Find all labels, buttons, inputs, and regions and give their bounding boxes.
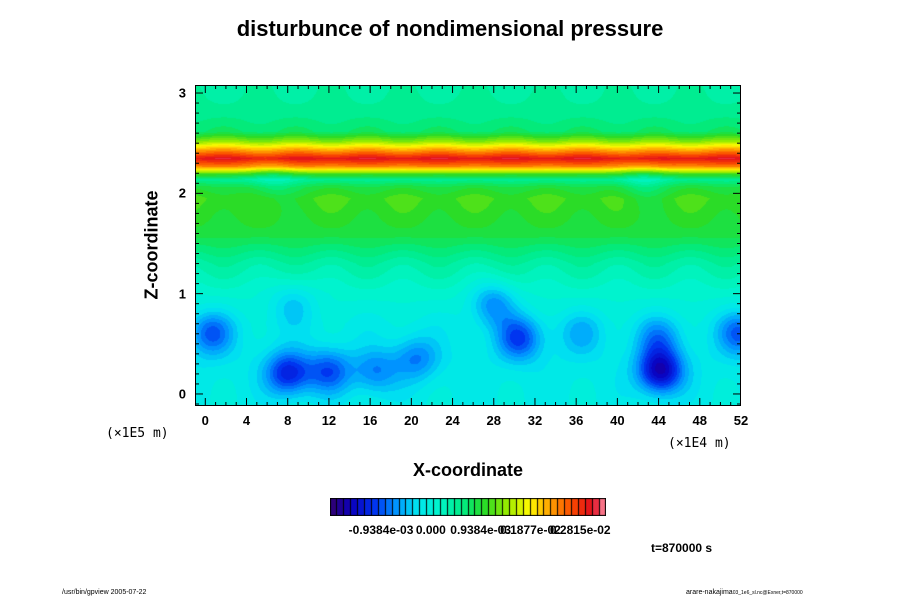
x-tick-label: 48 (692, 413, 708, 428)
x-tick-label: 44 (651, 413, 666, 428)
footer-file: 03_1e6_sl.nc@Exner,t=870000 (732, 590, 803, 596)
x-tick-label: 28 (486, 413, 501, 428)
colorbar (330, 498, 606, 516)
x-axis-unit: (×1E4 m) (668, 436, 731, 451)
y-axis-title: Z-coordinate (141, 190, 162, 300)
y-tick-label: 0 (178, 386, 186, 402)
plot-border (195, 85, 741, 406)
colorbar-tick-label: 0.000 (415, 523, 446, 537)
plot-frame (195, 85, 741, 406)
chart-title: disturbunce of nondimensional pressure (236, 16, 664, 41)
x-tick-label: 20 (404, 413, 419, 428)
footer-author: arare-nakajima (686, 589, 733, 596)
x-tick-label: 52 (733, 413, 749, 428)
x-axis-title: X-coordinate (412, 460, 524, 480)
colorbar-tick-label: 0.1877e-02 (500, 523, 561, 537)
colorbar-tick-label: -0.9384e-03 (348, 523, 414, 537)
x-tick-label: 40 (610, 413, 625, 428)
y-tick-label: 3 (178, 85, 186, 101)
heatmap-canvas (195, 85, 741, 406)
y-tick-label: 2 (178, 185, 186, 201)
x-tick-label: 24 (445, 413, 460, 428)
x-tick-label: 36 (568, 413, 584, 428)
x-tick-label: 4 (242, 413, 251, 428)
footer-program: /usr/bin/gpview 2005-07-22 (62, 589, 147, 596)
x-tick-label: 32 (527, 413, 543, 428)
footer-source: arare-nakajima03_1e6_sl.nc@Exner,t=87000… (686, 589, 803, 596)
y-axis-unit: (×1E5 m) (106, 426, 169, 441)
colorbar-tick-label: 0.9384e-03 (450, 523, 512, 537)
x-tick-label: 12 (321, 413, 337, 428)
x-tick-label: 8 (284, 413, 292, 428)
colorbar-tick-label: 0.2815e-02 (549, 523, 611, 537)
y-tick-label: 1 (178, 286, 186, 302)
x-tick-label: 16 (362, 413, 378, 428)
time-label: t=870000 s (651, 541, 713, 555)
x-tick-label: 0 (201, 413, 209, 428)
